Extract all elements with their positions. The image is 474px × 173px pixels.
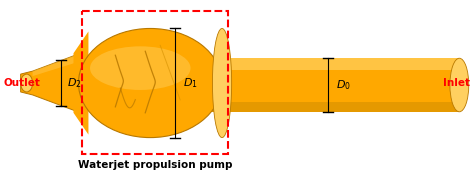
Bar	[195, 58, 459, 112]
Bar	[82, 11, 228, 154]
Bar	[195, 58, 459, 70]
Text: Waterjet propulsion pump: Waterjet propulsion pump	[78, 160, 232, 170]
Ellipse shape	[21, 74, 33, 92]
Ellipse shape	[212, 29, 232, 138]
Text: Outlet: Outlet	[4, 78, 41, 88]
Bar	[195, 102, 459, 112]
Polygon shape	[21, 53, 81, 113]
Polygon shape	[73, 31, 89, 135]
Text: $D_2$: $D_2$	[66, 76, 81, 90]
Ellipse shape	[79, 29, 222, 138]
Polygon shape	[33, 53, 81, 76]
Ellipse shape	[450, 58, 469, 112]
Text: $D_1$: $D_1$	[183, 76, 198, 90]
Text: Inlet: Inlet	[443, 78, 470, 88]
Ellipse shape	[188, 58, 202, 112]
Ellipse shape	[90, 46, 191, 90]
Text: $D_0$: $D_0$	[336, 78, 351, 92]
